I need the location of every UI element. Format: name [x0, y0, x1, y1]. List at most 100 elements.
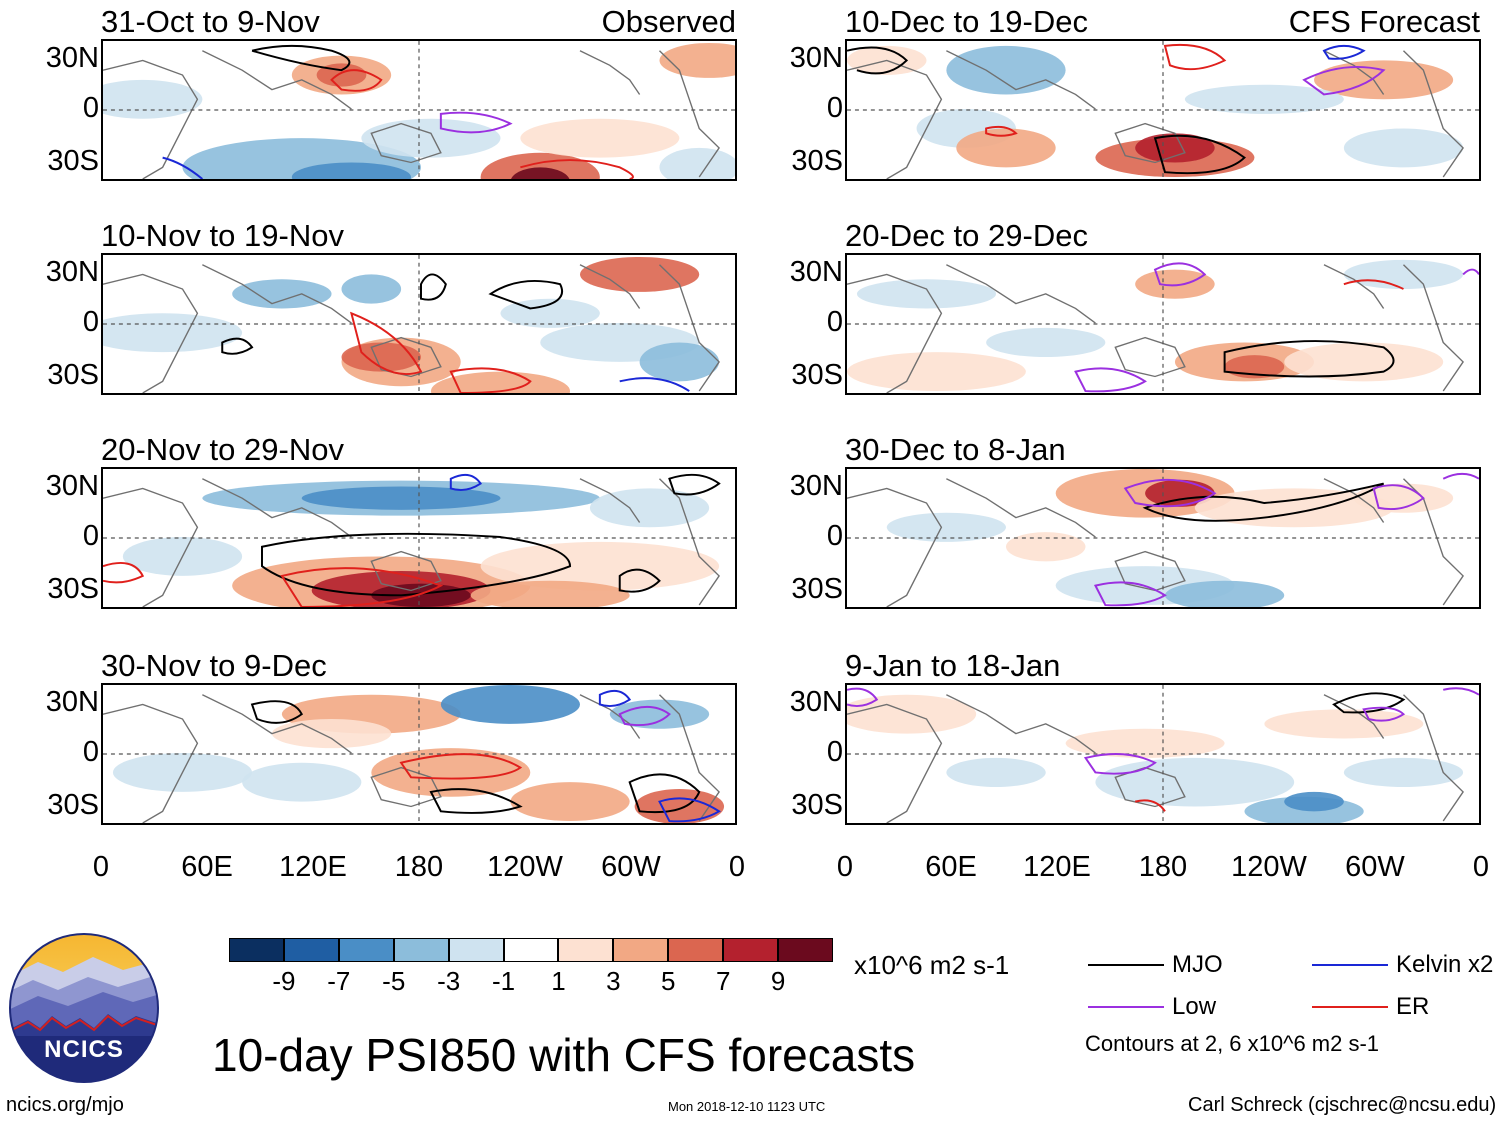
x-tick-label: 60W	[1345, 851, 1405, 883]
anomaly-shade	[430, 371, 571, 393]
panel-title: 10-Nov to 19-Nov	[101, 218, 344, 253]
coastline	[103, 59, 199, 179]
panel-title: 20-Dec to 29-Dec	[845, 218, 1088, 253]
colorbar-tick-label: -3	[437, 966, 461, 996]
colorbar-tick-label: 1	[551, 966, 566, 996]
colorbar-tick-label: -1	[491, 966, 516, 996]
coastline	[1402, 694, 1464, 822]
website-link[interactable]: ncics.org/mjo	[6, 1094, 124, 1116]
map-svg	[103, 685, 735, 823]
coastline	[103, 703, 199, 823]
map-svg	[847, 255, 1479, 393]
coastline	[1402, 264, 1464, 392]
anomaly-shade	[856, 279, 997, 309]
anomaly-shade	[1264, 709, 1424, 739]
anomaly-shade	[659, 147, 735, 179]
anomaly-map	[101, 683, 737, 825]
coastline	[370, 336, 442, 378]
anomaly-shade	[886, 512, 1006, 542]
panel-title: 30-Dec to 8-Jan	[845, 432, 1066, 467]
coastline	[1402, 50, 1464, 178]
logo-text: NCICS	[44, 1036, 124, 1063]
contour-line	[1163, 43, 1227, 71]
anomaly-shade	[341, 274, 402, 304]
contour-line	[280, 567, 444, 607]
anomaly-map	[845, 467, 1481, 609]
anomaly-shade	[1005, 532, 1086, 562]
anomaly-shade	[232, 279, 332, 309]
y-tick-label: 30N	[45, 686, 99, 718]
contour-line	[449, 473, 482, 492]
contour-line	[847, 46, 909, 75]
anomaly-shade	[659, 42, 735, 78]
x-tick-label: 120E	[1023, 851, 1091, 883]
anomaly-shade	[301, 486, 501, 510]
anomaly-shade	[847, 352, 1026, 392]
colorbar-swatch	[613, 938, 669, 962]
coastline	[946, 478, 1096, 538]
contour-line	[1093, 581, 1167, 607]
anomaly-map	[101, 39, 737, 181]
legend-label: Low	[1172, 993, 1217, 1020]
contour-line	[449, 367, 532, 393]
anomaly-shade	[609, 699, 710, 729]
contour-line	[162, 156, 204, 179]
anomaly-shade	[1284, 791, 1344, 812]
logo-mountains-icon	[9, 933, 159, 1083]
contour-line	[419, 273, 447, 301]
y-tick-label: 30N	[45, 256, 99, 288]
coastline	[202, 264, 352, 324]
coastline	[103, 273, 199, 393]
panel-title: 10-Dec to 19-Dec	[845, 4, 1088, 39]
contour-line	[985, 125, 1018, 137]
y-tick-label: 0	[826, 520, 843, 552]
anomaly-shade	[986, 327, 1106, 358]
contour-line	[1302, 65, 1386, 96]
colorbar-swatch	[229, 938, 284, 962]
colorbar-tick-label: -9	[272, 966, 296, 996]
anomaly-shade	[1135, 269, 1215, 299]
anomaly-map	[845, 683, 1481, 825]
author-credit: Carl Schreck (cjschrec@ncsu.edu)	[1188, 1094, 1497, 1116]
coastline	[946, 694, 1096, 754]
y-tick-label: 30S	[47, 359, 99, 391]
anomaly-shade	[1284, 342, 1444, 382]
colorbar-swatch	[393, 938, 449, 962]
contour-line	[520, 159, 634, 179]
contour-line	[1332, 692, 1406, 714]
contour-line	[847, 687, 879, 708]
panel-title: 9-Jan to 18-Jan	[845, 648, 1061, 683]
legend-label: MJO	[1172, 951, 1223, 978]
contour-line	[1462, 268, 1479, 276]
y-tick-label: 0	[82, 736, 99, 768]
colorbar-swatch	[448, 938, 504, 962]
colorbar-swatch	[558, 938, 614, 962]
anomaly-shade	[1343, 259, 1464, 290]
x-tick-label: 120W	[1231, 851, 1307, 883]
x-tick-label: 180	[394, 851, 444, 883]
x-tick-label: 0	[1472, 851, 1490, 883]
x-tick-label: 180	[1138, 851, 1188, 883]
colorbar-swatch	[503, 938, 559, 962]
anomaly-shade	[639, 342, 720, 382]
coastline	[579, 694, 641, 739]
colorbar-tick-label: -7	[327, 966, 351, 996]
anomaly-shade	[1165, 580, 1285, 607]
anomaly-shade	[1184, 84, 1344, 114]
y-tick-label: 0	[826, 306, 843, 338]
legend-line-swatch	[1088, 964, 1164, 966]
coastline	[103, 487, 199, 607]
anomaly-shade	[371, 583, 471, 607]
y-tick-label: 0	[826, 92, 843, 124]
anomaly-shade	[103, 79, 203, 119]
anomaly-shade	[511, 167, 570, 179]
contour-line	[1153, 262, 1207, 287]
coastline	[370, 550, 442, 592]
anomaly-shade	[579, 256, 700, 292]
forecast-label: CFS Forecast	[1288, 4, 1480, 39]
coastline	[579, 50, 641, 95]
x-tick-label: 0	[728, 851, 746, 883]
panel-title: 31-Oct to 9-Nov	[101, 4, 320, 39]
contour-line	[330, 69, 383, 92]
contour-line	[1343, 279, 1404, 290]
